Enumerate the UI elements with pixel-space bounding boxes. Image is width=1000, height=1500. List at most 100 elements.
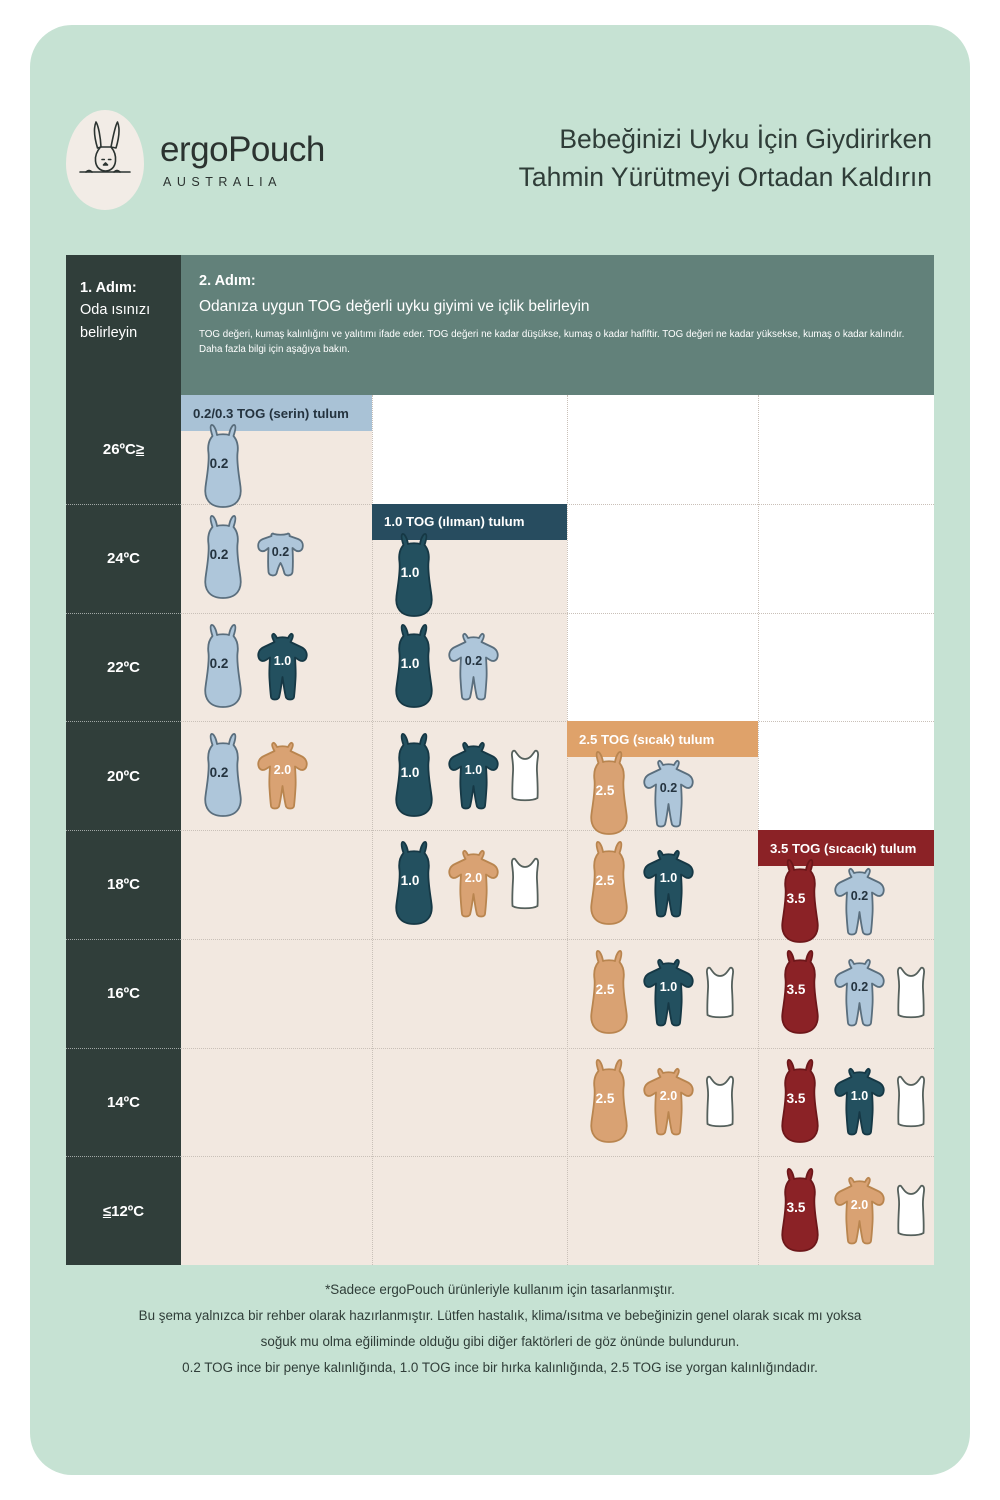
svg-text:1.0: 1.0 — [401, 565, 420, 580]
svg-text:0.2: 0.2 — [210, 765, 229, 780]
footer-line-1: *Sadece ergoPouch ürünleriyle kullanım i… — [325, 1282, 675, 1297]
page-title-line1: Bebeğinizi Uyku İçin Giydirirken — [559, 124, 932, 154]
temperature-row-label: 20ºC — [66, 721, 181, 830]
sleepsuit-icon: 2.0 — [643, 1067, 694, 1136]
row-divider — [181, 938, 934, 940]
svg-text:2.5: 2.5 — [596, 982, 615, 997]
tog-column-header-label: 3.5 TOG (sıcacık) tulum — [770, 840, 917, 856]
tog-column-header-col-10[interactable]: 1.0 TOG (ılıman) tulum — [372, 503, 567, 540]
sleepsuit-icon: 0.2 — [834, 868, 885, 936]
garment-cell[interactable]: 2.5 2.0 — [583, 1048, 754, 1157]
garment-cell[interactable]: 2.5 1.0 — [583, 830, 754, 939]
sleepsuit-icon: 1.0 — [643, 959, 694, 1027]
sleep-bag-icon: 3.5 — [781, 1167, 819, 1252]
tog-column-header-label: 1.0 TOG (ılıman) tulum — [384, 514, 525, 530]
sleep-bag-icon: 3.5 — [781, 859, 819, 944]
garment-grid: 0.2/0.3 TOG (serin) tulum 1.0 TOG (ılıman… — [181, 395, 934, 1265]
sleepsuit-icon: 2.0 — [257, 741, 308, 810]
garment-cell[interactable]: 2.5 1.0 — [583, 939, 754, 1048]
sleepsuit-icon: 1.0 — [643, 850, 694, 918]
svg-text:0.2: 0.2 — [272, 545, 289, 559]
sleep-bag-icon: 1.0 — [395, 841, 433, 926]
step-2-header: 2. Adım: Odanıza uygun TOG değerli uyku … — [181, 255, 934, 395]
footer-line-3: soğuk mu olma eğiliminde olduğu gibi diğ… — [260, 1334, 740, 1350]
garment-cell[interactable]: 0.2 1.0 — [197, 613, 368, 722]
step-2-subtitle: Odanıza uygun TOG değerli uyku giyimi ve… — [199, 298, 590, 315]
garment-cell[interactable]: 0.2 0.2 — [197, 504, 368, 613]
short-romper-icon: 0.2 — [257, 532, 304, 577]
svg-text:1.0: 1.0 — [274, 654, 291, 668]
singlet-icon — [897, 966, 925, 1019]
garment-cell[interactable]: 1.0 2.0 — [388, 830, 563, 939]
sleepsuit-icon: 0.2 — [448, 632, 499, 701]
temperature-row-label: 16ºC — [66, 938, 181, 1048]
garment-cell[interactable]: 3.5 2.0 — [774, 1156, 930, 1265]
svg-text:2.5: 2.5 — [596, 1091, 615, 1106]
sleepsuit-icon: 0.2 — [643, 759, 694, 828]
svg-text:0.2: 0.2 — [660, 781, 677, 795]
tog-column-header-label: 2.5 TOG (sıcak) tulum — [579, 731, 715, 747]
svg-text:1.0: 1.0 — [851, 1089, 868, 1103]
singlet-icon — [706, 966, 734, 1019]
sleep-bag-icon: 0.2 — [204, 732, 242, 817]
svg-text:3.5: 3.5 — [787, 891, 806, 906]
garment-cell[interactable]: 3.5 1.0 — [774, 1048, 930, 1157]
temperature-row-label: ≤12ºC — [66, 1156, 181, 1265]
page-title-line2: Tahmin Yürütmeyi Ortadan Kaldırın — [518, 161, 932, 192]
garment-cell[interactable]: 1.0 0.2 — [388, 613, 563, 722]
svg-text:0.2: 0.2 — [210, 456, 229, 471]
column-divider — [372, 395, 373, 1265]
garment-cell[interactable]: 2.5 0.2 — [583, 750, 754, 835]
svg-text:1.0: 1.0 — [401, 873, 420, 888]
garment-cell[interactable]: 3.5 0.2 — [774, 859, 930, 944]
svg-text:2.0: 2.0 — [465, 871, 482, 885]
row-divider — [181, 830, 934, 831]
garment-cell[interactable]: 1.0 1.0 — [388, 721, 563, 830]
info-card: ergoPouch AUSTRALIA Bebeğinizi Uyku İçin… — [30, 25, 970, 1475]
garment-cell[interactable]: 0.2 — [197, 424, 368, 509]
temperature-row-label: 14ºC — [66, 1047, 181, 1157]
temperature-row-label: 22ºC — [66, 612, 181, 722]
garment-cell[interactable]: 3.5 0.2 — [774, 939, 930, 1048]
sleepsuit-icon: 1.0 — [257, 632, 308, 701]
garment-cell[interactable]: 1.0 — [388, 533, 563, 618]
temperature-row-label: 18ºC — [66, 830, 181, 939]
brand-name: ergoPouch — [160, 129, 325, 169]
svg-text:0.2: 0.2 — [465, 654, 482, 668]
svg-text:1.0: 1.0 — [660, 980, 677, 994]
step-1-line1: Oda ısınızı — [80, 302, 151, 319]
singlet-icon — [511, 858, 539, 910]
row-divider — [181, 1047, 934, 1049]
sleep-bag-icon: 1.0 — [395, 732, 433, 817]
sleepsuit-icon: 2.0 — [834, 1176, 885, 1245]
svg-text:3.5: 3.5 — [787, 1200, 806, 1215]
sleepsuit-icon: 1.0 — [834, 1067, 885, 1136]
brand-wordmark: ergoPouch AUSTRALIA — [160, 132, 325, 189]
row-divider — [181, 612, 934, 614]
temperature-row-label: 24ºC — [66, 503, 181, 613]
footer-line-4: 0.2 TOG ince bir penye kalınlığında, 1.0… — [182, 1360, 818, 1376]
bunny-in-egg-logo-icon — [66, 110, 144, 210]
step-2-title: 2. Adım: — [199, 273, 256, 289]
svg-text:1.0: 1.0 — [465, 763, 482, 777]
tog-column-header-label: 0.2/0.3 TOG (serin) tulum — [193, 405, 349, 421]
svg-text:0.2: 0.2 — [851, 980, 868, 994]
bunny-icon — [79, 121, 131, 173]
tog-column-header-col-35[interactable]: 3.5 TOG (sıcacık) tulum — [758, 830, 934, 866]
svg-text:2.5: 2.5 — [596, 783, 615, 798]
step-1-header: 1. Adım: Oda ısınızı belirleyin — [66, 255, 181, 395]
singlet-icon — [897, 1075, 925, 1128]
sleep-bag-icon: 0.2 — [204, 424, 242, 509]
sleep-bag-icon: 2.5 — [590, 1058, 628, 1143]
brand-country: AUSTRALIA — [163, 174, 282, 189]
garment-cell[interactable]: 0.2 2.0 — [197, 721, 368, 830]
singlet-icon — [897, 1184, 925, 1236]
row-divider — [181, 1156, 934, 1158]
svg-text:0.2: 0.2 — [210, 656, 229, 671]
sleep-bag-icon: 1.0 — [395, 623, 433, 708]
step-1-title: 1. Adım: — [80, 280, 137, 296]
singlet-icon — [706, 1075, 734, 1128]
sleep-bag-icon: 2.5 — [590, 750, 628, 835]
tog-column-header-col-02[interactable]: 0.2/0.3 TOG (serin) tulum — [181, 395, 372, 431]
